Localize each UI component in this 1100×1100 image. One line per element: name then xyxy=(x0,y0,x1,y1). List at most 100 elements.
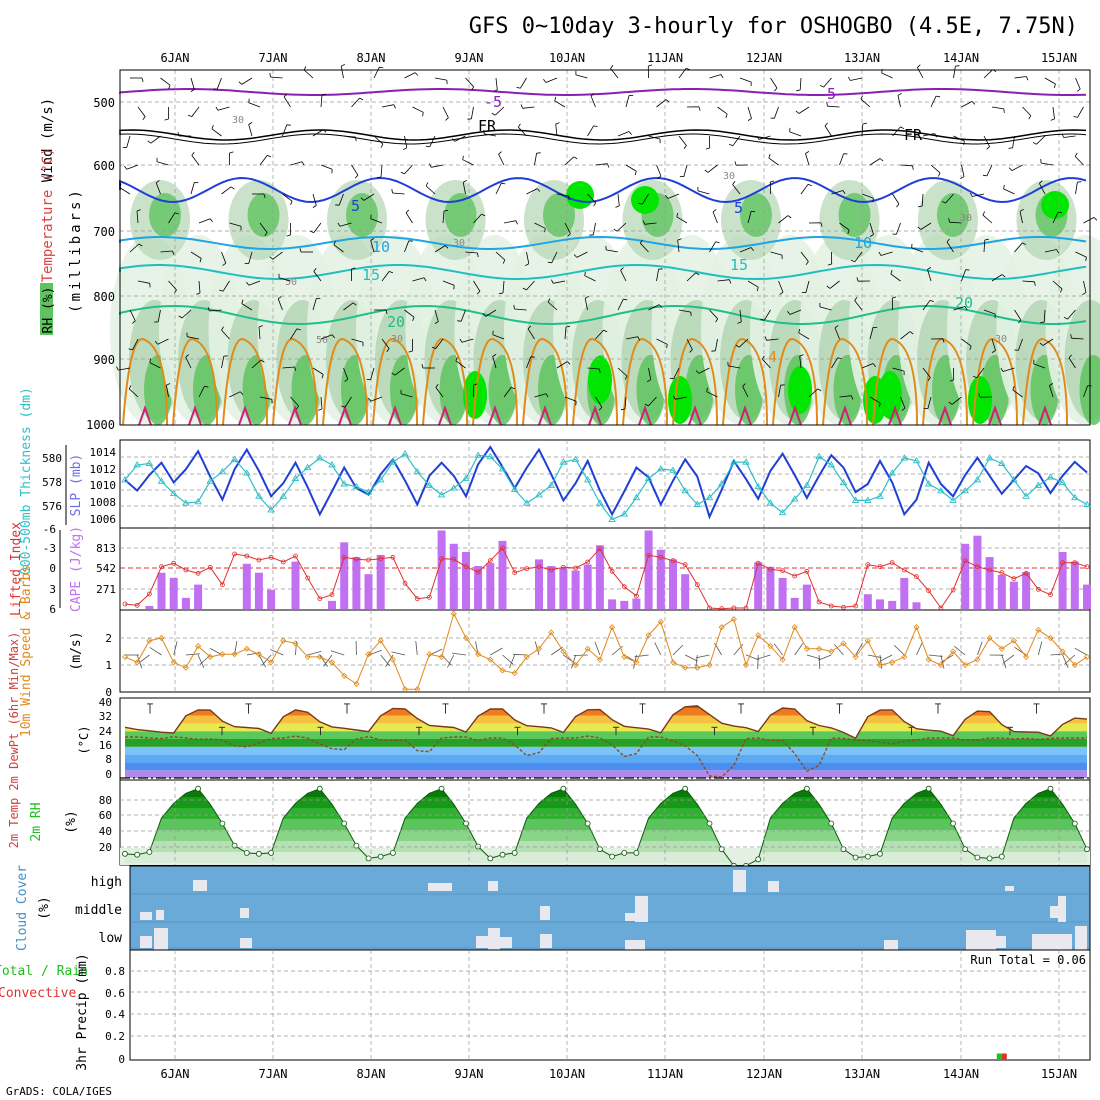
wind-barb-flag xyxy=(927,267,932,270)
wind-barb xyxy=(892,193,900,205)
cape-bar xyxy=(876,599,884,609)
day-label: 12JAN xyxy=(746,51,782,65)
cape-bar xyxy=(790,597,799,609)
wind-barb-flag xyxy=(960,176,965,179)
wind-barb-flag xyxy=(211,124,214,129)
wind-barb xyxy=(259,222,268,233)
wind-barb xyxy=(392,192,405,195)
wind-barb xyxy=(839,222,850,231)
wind-barb xyxy=(551,251,558,263)
wind-barb-flag xyxy=(376,176,382,179)
wind-barb xyxy=(738,338,749,348)
slp-grid xyxy=(120,440,1090,528)
thickness-point xyxy=(279,492,288,499)
warm-isotherm xyxy=(822,338,868,426)
wind-barb-flag xyxy=(547,261,552,264)
wind-barb xyxy=(892,367,905,372)
thickness-point xyxy=(1010,476,1018,483)
slp-lines xyxy=(121,445,1091,522)
rh-point xyxy=(755,856,762,863)
wind-barb-flag xyxy=(190,89,195,92)
wind-barb xyxy=(861,363,874,369)
precip-total-bar xyxy=(996,1053,1002,1060)
wind-barb-flag xyxy=(199,258,202,263)
hot-isotherm xyxy=(388,404,402,426)
thickness-point xyxy=(851,496,860,503)
wind-speed-point xyxy=(158,634,165,642)
rh-point xyxy=(597,846,603,853)
wind-barb xyxy=(953,66,956,79)
wind-speed-point xyxy=(414,686,421,693)
freezing-label: FR xyxy=(478,117,497,135)
wind-speed-point xyxy=(353,680,360,687)
wind-barb xyxy=(1014,309,1022,321)
wind-barb xyxy=(160,77,171,86)
wind-barb-flag xyxy=(1056,249,1059,254)
wind-barb xyxy=(831,357,839,369)
day-label: 14JAN xyxy=(943,1067,979,1081)
wind-barb xyxy=(518,126,527,137)
wind-barb xyxy=(1077,106,1084,118)
wind-barb-flag xyxy=(706,387,708,392)
surface-wind-barb xyxy=(490,647,503,656)
wind-barb-flag xyxy=(221,326,224,331)
wind-barb xyxy=(799,356,802,369)
rh-point xyxy=(219,820,226,827)
cape-tick: 813 xyxy=(96,542,116,555)
wind-barb-flag xyxy=(729,279,732,284)
wind-barb xyxy=(768,157,779,166)
rh-point xyxy=(438,785,445,792)
wind-barb xyxy=(435,338,444,349)
wind-barb-flag xyxy=(573,156,578,160)
wind-barb-flag xyxy=(689,349,693,353)
wind-barb xyxy=(290,396,299,407)
thickness-point xyxy=(888,469,896,476)
wind-barb-flag xyxy=(431,346,436,349)
li-tick: -3 xyxy=(43,542,56,555)
lifted-index-point xyxy=(317,596,323,602)
precip-tick: 0.2 xyxy=(105,1030,125,1043)
isotherm-label: 20 xyxy=(955,294,973,312)
wind-barb-flag xyxy=(795,110,800,114)
wind-barb xyxy=(119,187,131,195)
wind-speed-point xyxy=(292,640,299,647)
surface-wind-barb xyxy=(806,654,821,660)
hot-isotherm xyxy=(138,404,152,426)
wind-barb-flag xyxy=(196,292,201,295)
wind-barb xyxy=(897,95,901,108)
lifted-index-point xyxy=(1072,560,1078,566)
surface-wind-barb xyxy=(594,641,601,656)
rh-point xyxy=(487,855,494,862)
thickness-point xyxy=(425,481,434,488)
wind-barb xyxy=(1071,337,1084,340)
rh-point xyxy=(621,850,628,856)
wind-barb xyxy=(624,396,627,410)
wind-barb-flag xyxy=(525,263,529,266)
wind-barb xyxy=(303,69,314,79)
thickness-point xyxy=(462,474,470,481)
wind-barb xyxy=(922,367,931,378)
thickness-point xyxy=(169,489,178,497)
wind-barb xyxy=(128,388,139,398)
wind-barb xyxy=(900,396,906,409)
wind-barb-flag xyxy=(982,174,987,177)
thickness-point xyxy=(206,477,215,484)
wind-barb xyxy=(747,280,759,288)
wind-barb xyxy=(747,106,752,119)
pressure-tick: 500 xyxy=(93,96,115,110)
rh-point xyxy=(962,846,969,853)
rh-shading xyxy=(110,180,1100,425)
wind-barb xyxy=(343,367,349,380)
wind-barb-flag xyxy=(942,338,945,343)
wind-barb xyxy=(1022,280,1035,283)
wind-barb xyxy=(678,309,691,313)
wind-barb-flag xyxy=(463,180,467,183)
thickness-point xyxy=(510,485,519,492)
warm-isotherm xyxy=(622,338,668,426)
thickness-point xyxy=(498,465,507,472)
wind-barb-flag xyxy=(1085,257,1087,262)
thickness-point xyxy=(413,467,422,475)
wind-barb-flag xyxy=(639,239,643,244)
wind-barb xyxy=(400,393,413,398)
lifted-index-point xyxy=(609,568,615,574)
